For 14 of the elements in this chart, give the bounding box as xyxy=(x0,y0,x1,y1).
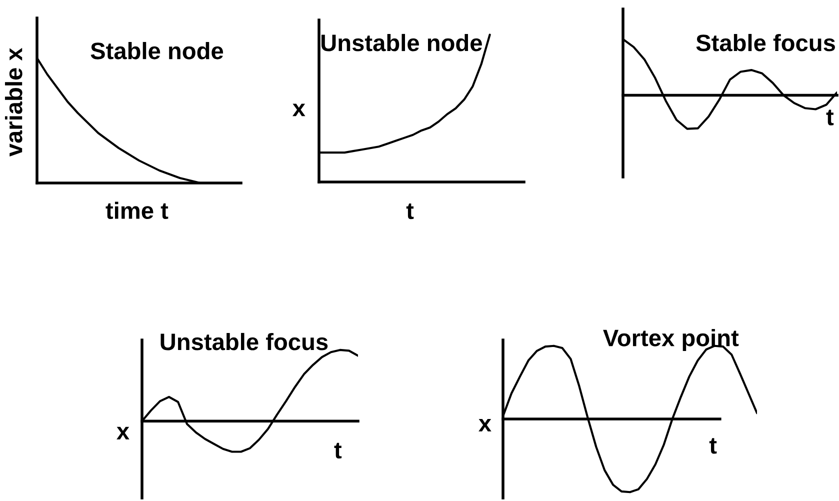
y-axis-title: x xyxy=(116,426,130,440)
y-axis-title: x xyxy=(478,418,492,432)
x-axis-title: t xyxy=(406,203,414,220)
x-axis-title: time t xyxy=(106,202,168,220)
chart-title: Unstable focus xyxy=(160,332,328,350)
chart-title: Stable node xyxy=(90,42,224,60)
x-axis-title: t xyxy=(709,438,717,454)
chart-title: Stable focus xyxy=(696,34,835,52)
y-axis-title: x xyxy=(292,104,306,116)
chart-title: Unstable node xyxy=(321,34,482,52)
chart-title: Vortex point xyxy=(603,328,739,352)
x-axis-title: t xyxy=(334,442,342,458)
y-axis-title: variable x xyxy=(4,48,22,157)
x-axis-title: t xyxy=(826,110,834,126)
